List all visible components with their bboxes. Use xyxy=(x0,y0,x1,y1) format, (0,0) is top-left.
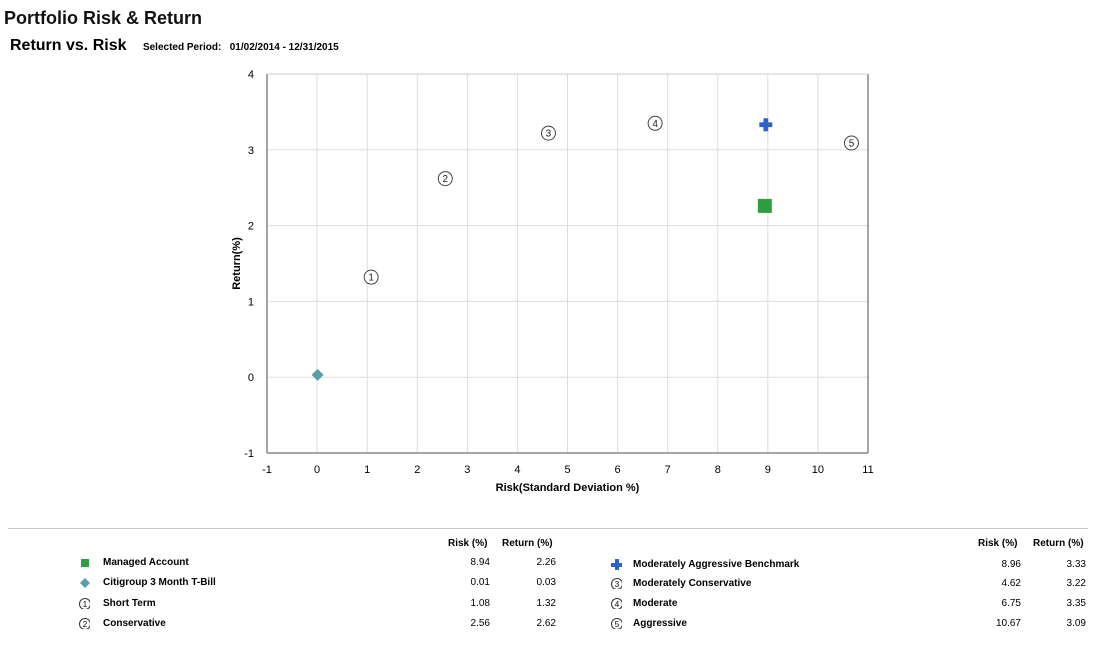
legend-item-return: 3.33 xyxy=(1066,559,1086,570)
legend-item-return: 3.09 xyxy=(1066,618,1086,629)
point-label-aggressive: 5 xyxy=(849,138,855,149)
svg-text:2: 2 xyxy=(83,620,88,629)
right-risk-header: Risk (%) xyxy=(978,538,1018,549)
legend-item-name: Citigroup 3 Month T-Bill xyxy=(103,577,216,588)
svg-text:3: 3 xyxy=(615,580,620,589)
legend-item-risk: 0.01 xyxy=(470,577,490,588)
svg-text:5: 5 xyxy=(615,620,620,629)
point-managed-account xyxy=(757,198,772,213)
x-tick-label: 1 xyxy=(364,464,370,476)
point-label-conservative: 2 xyxy=(443,174,449,185)
x-tick-label: 4 xyxy=(514,464,520,476)
y-tick-label: 4 xyxy=(248,69,254,81)
y-tick-label: 1 xyxy=(248,296,254,308)
legend-divider xyxy=(8,528,1088,529)
scatter-chart: -1 0 1 2 3 4 5 6 7 8 9 10 11 -1 0 1 2 3 4 Risk(Standard Dev… xyxy=(231,69,874,494)
x-tick-label: 6 xyxy=(615,464,621,476)
x-tick-label: 9 xyxy=(765,464,771,476)
legend-item-risk: 4.62 xyxy=(1001,578,1021,589)
x-tick-label: 0 xyxy=(314,464,320,476)
x-tick-label: -1 xyxy=(262,464,272,476)
square-icon xyxy=(81,559,89,567)
svg-text:1: 1 xyxy=(83,600,88,609)
left-risk-header: Risk (%) xyxy=(448,538,488,549)
y-tick-label: 0 xyxy=(248,372,254,384)
x-axis-title: Risk(Standard Deviation %) xyxy=(496,482,640,494)
y-tick-label: 2 xyxy=(248,221,254,233)
legend-item-name: Moderate xyxy=(633,598,678,609)
page-title: Portfolio Risk & Return xyxy=(4,8,203,28)
legend-item-risk: 2.56 xyxy=(470,618,490,629)
legend-item-name: Aggressive xyxy=(633,618,687,629)
point-moderately-conservative xyxy=(540,125,556,141)
legend-item-name: Conservative xyxy=(103,618,166,629)
point-label-moderate: 4 xyxy=(652,119,658,130)
legend-item-risk: 8.96 xyxy=(1001,559,1021,570)
y-tick-label: -1 xyxy=(244,448,254,460)
legend-item-risk: 10.67 xyxy=(995,618,1021,629)
legend-item-risk: 1.08 xyxy=(470,598,490,609)
point-citigroup-3-month-t-bill xyxy=(311,368,324,381)
point-label-moderately-conservative: 3 xyxy=(546,129,552,140)
legend-item-return: 1.32 xyxy=(536,598,556,609)
legend-item-risk: 6.75 xyxy=(1001,598,1021,609)
legend-item-return: 3.35 xyxy=(1066,598,1086,609)
x-tick-label: 2 xyxy=(414,464,420,476)
x-tick-label: 10 xyxy=(812,464,824,476)
x-tick-label: 7 xyxy=(665,464,671,476)
legend-item-name: Moderately Aggressive Benchmark xyxy=(633,559,800,570)
diamond-icon xyxy=(80,578,90,588)
point-moderately-aggressive-benchmark xyxy=(759,118,773,132)
circled-number-5-icon: 5 xyxy=(611,618,622,629)
legend-item-return: 3.22 xyxy=(1066,578,1086,589)
point-label-short-term: 1 xyxy=(368,273,374,284)
x-tick-label: 3 xyxy=(464,464,470,476)
y-axis-title: Return(%) xyxy=(231,237,243,290)
legend-item-name: Short Term xyxy=(103,598,156,609)
x-tick-label: 8 xyxy=(715,464,721,476)
legend-item-name: Managed Account xyxy=(103,557,189,568)
circled-number-3-icon: 3 xyxy=(611,578,622,589)
legend-item-return: 2.62 xyxy=(536,618,556,629)
x-tick-label: 11 xyxy=(862,464,873,476)
point-aggressive xyxy=(843,135,859,151)
legend-item-risk: 8.94 xyxy=(470,557,490,568)
point-short-term xyxy=(363,269,379,285)
legend-item-name: Moderately Conservative xyxy=(633,578,752,589)
circled-number-1-icon: 1 xyxy=(79,598,90,609)
x-tick-label: 5 xyxy=(564,464,570,476)
circled-number-2-icon: 2 xyxy=(79,618,90,629)
legend-item-return: 0.03 xyxy=(536,577,556,588)
period-value: 01/02/2014 - 12/31/2015 xyxy=(229,42,339,53)
legend-item-return: 2.26 xyxy=(536,557,556,568)
y-tick-label: 3 xyxy=(248,145,254,157)
period-label: Selected Period: xyxy=(142,42,222,53)
svg-text:4: 4 xyxy=(615,600,620,609)
subtitle-row: Return vs. Risk Selected Period: 01/02/2… xyxy=(10,37,339,55)
cross-icon xyxy=(611,559,622,570)
left-return-header: Return (%) xyxy=(502,538,553,549)
chart-subtitle: Return vs. Risk xyxy=(10,37,127,54)
point-moderate xyxy=(647,115,663,131)
circled-number-4-icon: 4 xyxy=(611,598,622,609)
point-conservative xyxy=(437,171,453,187)
right-return-header: Return (%) xyxy=(1033,538,1084,549)
